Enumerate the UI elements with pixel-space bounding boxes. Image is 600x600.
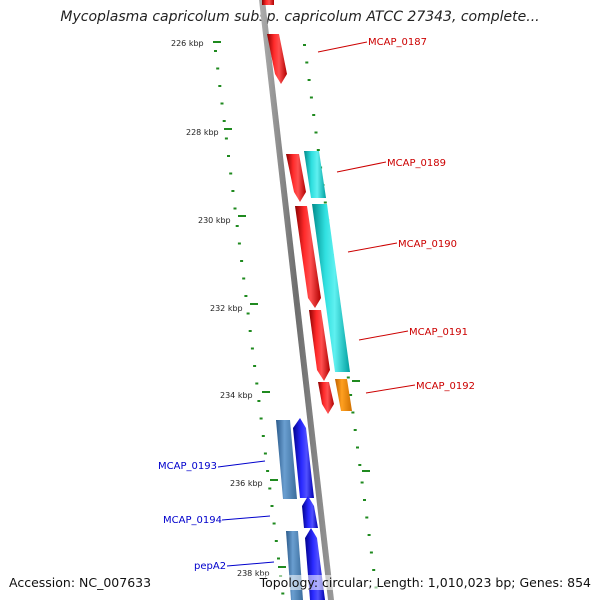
forward-cds-features	[304, 151, 352, 411]
minor-tick	[222, 120, 226, 122]
minor-tick	[349, 394, 353, 396]
minor-tick	[303, 44, 306, 46]
gene-MCAP_0192[interactable]	[318, 382, 334, 414]
minor-tick	[346, 376, 350, 379]
minor-tick	[220, 102, 224, 105]
label-connector	[226, 561, 275, 567]
tick-label: 226 kbp	[171, 39, 204, 48]
minor-tick	[353, 429, 357, 431]
tick-label: 228 kbp	[186, 128, 219, 137]
minor-tick	[244, 295, 248, 297]
minor-tick	[231, 190, 235, 192]
minor-tick	[227, 155, 230, 157]
minor-tick	[363, 499, 366, 501]
tick-label: 232 kbp	[210, 304, 243, 313]
label-connector	[217, 460, 266, 468]
tick-label: 234 kbp	[220, 391, 253, 400]
minor-tick	[305, 61, 309, 64]
minor-tick	[214, 50, 217, 52]
minor-tick	[323, 201, 327, 204]
minor-tick	[356, 446, 359, 449]
minor-tick	[358, 464, 362, 466]
genome-summary: Topology: circular; Length: 1,010,023 bp…	[259, 575, 591, 590]
cds-feature-cyan[interactable]	[304, 151, 326, 198]
gene-MCAP_0191[interactable]	[309, 310, 330, 381]
rrna-feature-orange[interactable]	[335, 379, 352, 411]
gene-label[interactable]: MCAP_0189	[387, 158, 446, 169]
minor-tick	[307, 79, 311, 81]
cds-feature-steel[interactable]	[276, 420, 297, 499]
gene-MCAP_0190[interactable]	[295, 206, 321, 308]
gene-labels: MCAP_0187 MCAP_0189 MCAP_0190 MCAP_0191 …	[158, 37, 475, 572]
label-connector	[347, 242, 398, 253]
gene-label[interactable]: MCAP_0191	[409, 327, 468, 338]
minor-tick	[218, 85, 222, 87]
minor-tick	[314, 131, 318, 134]
forward-strand-genes	[262, 0, 334, 414]
minor-tick	[229, 172, 233, 175]
tick-label: 230 kbp	[198, 216, 231, 225]
kbp-ticks: 226 kbp 228 kbp 230 kbp 232 kbp 234 kbp …	[171, 39, 370, 578]
minor-tick	[272, 522, 276, 525]
label-connector	[221, 515, 271, 521]
minor-tick	[237, 242, 241, 245]
minor-tick	[351, 411, 355, 414]
gene-MCAP_0187[interactable]	[267, 34, 287, 84]
gene-tick-partial[interactable]	[262, 0, 274, 5]
minor-tick	[224, 137, 228, 140]
minor-tick	[246, 312, 250, 315]
minor-tick	[261, 435, 265, 437]
label-connector	[365, 384, 416, 394]
minor-tick	[367, 534, 371, 536]
minor-tick	[255, 382, 259, 385]
genome-backbone	[259, 0, 334, 600]
gene-MCAP_0194[interactable]	[302, 496, 318, 528]
map-title: Mycoplasma capricolum subsp. capricolum …	[60, 9, 540, 25]
minor-tick	[281, 592, 285, 595]
gene-MCAP_0189[interactable]	[286, 154, 306, 202]
minor-tick	[257, 400, 261, 402]
label-connector	[336, 161, 387, 173]
minor-tick	[242, 277, 246, 280]
gene-label[interactable]: MCAP_0187	[368, 37, 427, 48]
tick-label: 236 kbp	[230, 479, 263, 488]
gene-label[interactable]: MCAP_0190	[398, 239, 457, 250]
minor-tick	[372, 569, 376, 571]
minor-tick	[360, 481, 364, 484]
minor-tick	[268, 487, 272, 490]
minor-tick	[312, 114, 316, 116]
cds-feature-cyan[interactable]	[312, 204, 350, 372]
gene-label[interactable]: MCAP_0194	[163, 515, 222, 526]
tick-track-left	[214, 50, 285, 595]
minor-tick	[250, 347, 254, 350]
label-connector	[317, 41, 368, 53]
accession-label: Accession: NC_007633	[9, 575, 152, 590]
label-connector	[358, 330, 409, 341]
minor-tick	[240, 260, 244, 262]
minor-tick	[365, 516, 369, 519]
minor-tick	[270, 505, 274, 507]
minor-tick	[263, 452, 267, 455]
minor-tick	[316, 149, 320, 151]
minor-tick	[274, 540, 278, 542]
minor-tick	[235, 225, 239, 227]
minor-tick	[233, 207, 237, 210]
minor-tick	[216, 67, 220, 70]
minor-tick	[253, 365, 257, 367]
gene-MCAP_0193[interactable]	[293, 418, 314, 498]
minor-tick	[369, 551, 373, 554]
gene-label[interactable]: MCAP_0193	[158, 461, 217, 472]
minor-tick	[248, 330, 252, 332]
minor-tick	[266, 470, 270, 472]
tick-label: 238 kbp	[237, 569, 270, 578]
minor-tick	[259, 417, 263, 420]
gene-label[interactable]: MCAP_0192	[416, 381, 475, 392]
minor-tick	[277, 557, 280, 560]
minor-tick	[309, 96, 313, 99]
gene-label[interactable]: pepA2	[194, 561, 226, 572]
